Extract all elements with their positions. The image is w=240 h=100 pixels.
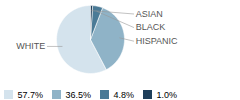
svg-text:ASIAN: ASIAN	[136, 9, 163, 19]
svg-text:HISPANIC: HISPANIC	[136, 36, 178, 46]
html-text:4.8%: 4.8%	[113, 89, 135, 100]
html-text:1.0%: 1.0%	[156, 89, 178, 100]
html-text:57.7%: 57.7%	[17, 89, 43, 100]
html-text:36.5%: 36.5%	[65, 89, 92, 100]
svg-text:WHITE: WHITE	[16, 41, 45, 51]
svg-text:BLACK: BLACK	[136, 22, 166, 32]
